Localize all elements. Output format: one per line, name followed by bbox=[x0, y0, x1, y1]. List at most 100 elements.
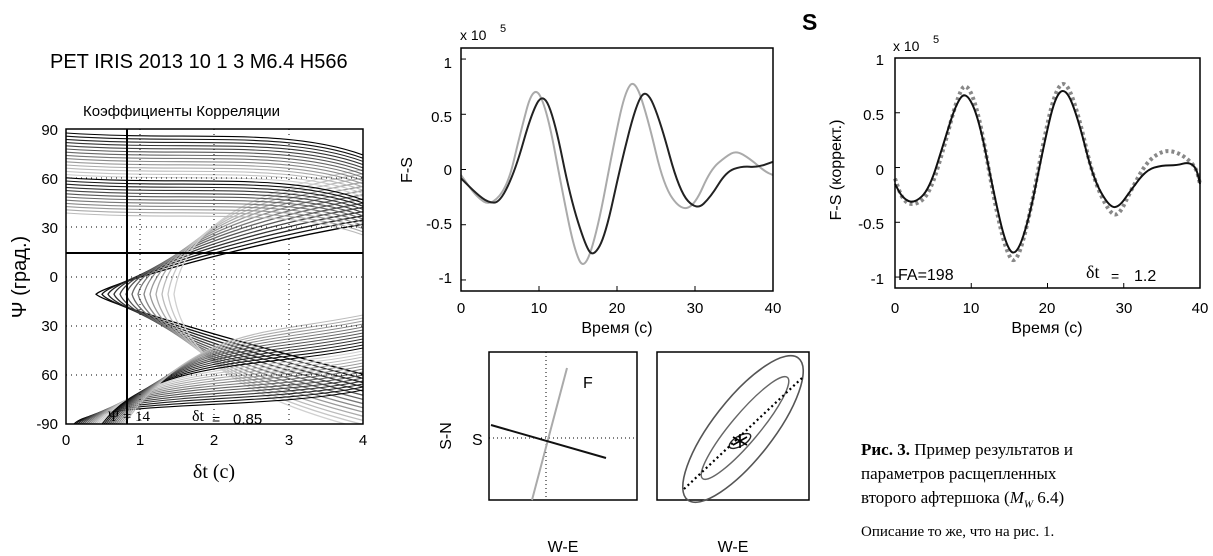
correlation-panel: Коэффициенты Корреляции 90 60 30 0 30 60… bbox=[9, 103, 367, 483]
contour-line bbox=[121, 317, 363, 424]
ytick-label: 30 bbox=[41, 318, 58, 335]
polarization-frame bbox=[488, 351, 638, 501]
particle-motion-xlabel: W-E bbox=[718, 539, 749, 556]
fs-ytick-label: 0 bbox=[444, 162, 452, 179]
contour-line bbox=[66, 186, 363, 210]
contour-line bbox=[66, 177, 363, 201]
fsc-series bbox=[893, 82, 1202, 263]
best-dt-symbol: δt bbox=[192, 408, 205, 425]
contour-line bbox=[66, 138, 363, 162]
fast-axis-line bbox=[531, 367, 568, 501]
fsc-xtick-label: 20 bbox=[1039, 300, 1056, 317]
particle-motion-linear bbox=[683, 377, 803, 490]
fsc-xlabel: Время (с) bbox=[1011, 320, 1082, 337]
caption-text-1: Пример результатов и bbox=[909, 440, 1073, 459]
contour-line bbox=[66, 183, 363, 207]
fa-label: FA=198 bbox=[898, 267, 954, 284]
figure-caption: Рис. 3. Пример результатов и параметров … bbox=[861, 438, 1213, 544]
correlation-yticks: 90 60 30 0 30 60 -90 bbox=[36, 122, 58, 433]
correlation-title: Коэффициенты Корреляции bbox=[83, 103, 280, 120]
fs-scale-label: x 10 bbox=[460, 27, 487, 43]
fs-xtick-label: 40 bbox=[765, 300, 782, 317]
contour-line bbox=[155, 181, 363, 417]
best-dt-equals: = bbox=[212, 411, 220, 427]
particle-motion-uncorrected bbox=[681, 354, 805, 504]
fs-xtick-label: 30 bbox=[687, 300, 704, 317]
contour-line bbox=[66, 167, 363, 191]
contour-line bbox=[66, 158, 363, 182]
contour-line bbox=[66, 145, 363, 169]
ytick-label: 0 bbox=[50, 269, 58, 286]
ytick-label: 30 bbox=[41, 220, 58, 237]
contour-line bbox=[66, 151, 363, 175]
ytick-label: 90 bbox=[41, 122, 58, 139]
fsc-dt-value: 1.2 bbox=[1134, 268, 1156, 285]
fs-ytick-label: 1 bbox=[444, 55, 452, 72]
contour-line bbox=[66, 199, 363, 223]
contour-line bbox=[137, 194, 363, 405]
fs-series bbox=[460, 82, 774, 265]
contour-line bbox=[113, 329, 363, 424]
fs-xlabel: Время (с) bbox=[581, 320, 652, 337]
xtick-label: 2 bbox=[210, 432, 218, 449]
waveform-series bbox=[460, 82, 774, 265]
contour-line bbox=[66, 161, 363, 185]
contour-line bbox=[66, 132, 363, 156]
particle-motion-corrected bbox=[700, 375, 790, 481]
ytick-label: 60 bbox=[41, 171, 58, 188]
fsc-scale-exponent: 5 bbox=[933, 34, 939, 46]
polarization-panel: F S W-E S-N bbox=[438, 351, 638, 556]
contour-line bbox=[111, 332, 363, 424]
fs-xtick-label: 10 bbox=[531, 300, 548, 317]
particle-motion-frame bbox=[656, 351, 810, 501]
contour-line bbox=[66, 202, 363, 226]
contour-line bbox=[97, 353, 363, 424]
component-label: S bbox=[802, 9, 817, 35]
caption-line-3: второго афтершока (MW 6.4) bbox=[861, 486, 1213, 516]
best-psi-annotation: Ψ = 14 bbox=[108, 409, 151, 425]
fsc-ytick-label: -0.5 bbox=[858, 216, 884, 233]
caption-text-3b: 6.4) bbox=[1033, 488, 1065, 507]
fsc-ytick-label: 0 bbox=[876, 162, 884, 179]
caption-mw-subscript: W bbox=[1023, 498, 1034, 511]
contour-line bbox=[123, 314, 363, 424]
contour-line bbox=[66, 135, 363, 159]
fsc-ytick-label: 1 bbox=[876, 52, 884, 69]
fsc-ytick-label: 0.5 bbox=[863, 107, 884, 124]
contour-line bbox=[117, 323, 363, 424]
caption-text-2: параметров расщепленных bbox=[861, 464, 1057, 483]
ytick-label: -90 bbox=[36, 416, 58, 433]
contour-line bbox=[66, 142, 363, 166]
ytick-label: 60 bbox=[41, 367, 58, 384]
contour-line bbox=[99, 350, 363, 424]
fsc-dt-symbol: δt bbox=[1086, 262, 1099, 282]
slow-axis-line bbox=[490, 424, 607, 459]
contour-line bbox=[66, 180, 363, 204]
fsc-xtick-label: 0 bbox=[891, 300, 899, 317]
waveform-series bbox=[894, 90, 1201, 254]
contour-line bbox=[119, 320, 363, 424]
fsc-xtick-label: 30 bbox=[1116, 300, 1133, 317]
particle-motion-star-icon bbox=[732, 434, 748, 448]
caption-mw-symbol: M bbox=[1009, 488, 1024, 507]
contour-line bbox=[66, 170, 363, 194]
fsc-ytick-label: -1 bbox=[871, 271, 884, 288]
contour-line bbox=[66, 148, 363, 172]
p1-grid bbox=[66, 129, 363, 424]
contour-line bbox=[173, 168, 363, 424]
fsc-scale-label: x 10 bbox=[893, 38, 920, 54]
waveform-series bbox=[893, 82, 1202, 263]
xtick-label: 1 bbox=[136, 432, 144, 449]
xtick-label: 0 bbox=[62, 432, 70, 449]
fs-waveform-panel: x 10 5 1 0.5 0 -0.5 -1 0 10 20 30 40 Вре… bbox=[399, 23, 781, 337]
correlation-xlabel: δt (с) bbox=[193, 461, 235, 483]
contour-line bbox=[66, 212, 363, 236]
contour-line bbox=[95, 223, 363, 375]
polarization-ylabel: S-N bbox=[438, 422, 455, 450]
contour-lines bbox=[66, 132, 363, 424]
contour-line bbox=[66, 206, 363, 230]
particle-motion-panel: W-E bbox=[656, 351, 810, 556]
contour-line bbox=[115, 326, 363, 424]
caption-figure-number: Рис. 3. bbox=[861, 440, 910, 459]
contour-line bbox=[113, 210, 363, 388]
